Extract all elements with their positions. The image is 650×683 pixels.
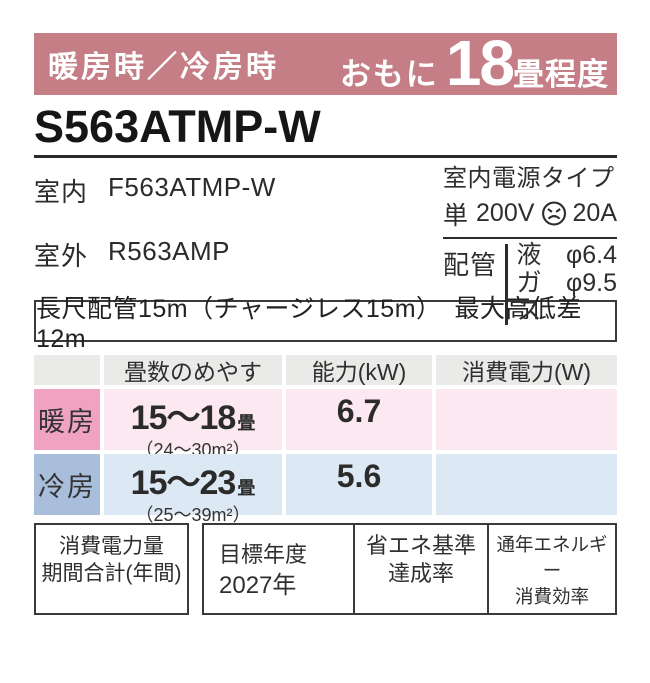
annual-consumption-line2: 期間合計(年間) [41,562,182,586]
indoor-unit-label: 室内 [34,177,89,207]
row-label-heating: 暖房 [34,389,100,450]
heating-tatami-unit: 畳 [237,413,256,433]
banner-room-size: おもに 18 畳程度 [339,26,617,99]
energy-standard-line2: 達成率 [387,561,454,587]
header-cell-tatami: 畳数のめやす [104,355,282,385]
piping-gas-name: ガス [516,268,542,325]
heating-tatami-line: 15～18 畳 [131,390,256,439]
outdoor-unit-row: 室外 R563AMP [34,236,230,273]
header-cell-power: 消費電力(W) [436,355,617,385]
header-cell-empty [34,355,100,385]
piping-liquid-dia: φ6.4 [566,240,617,269]
piping-row-liquid: 液 φ6.4 [517,241,617,269]
cooling-power-cell [436,454,617,515]
piping-gas-dia: φ9.5 [566,268,617,297]
banner-size-number: 18 [445,26,515,99]
apf-section: 通年エネルギー 消費効率 [487,525,615,613]
piping-vertical-divider [505,243,508,325]
piping-rows: 液 φ6.4 ガス φ9.5 [517,241,617,325]
annual-consumption-line1: 消費電力量 [59,535,164,558]
target-year-label: 目標年度 [219,542,308,567]
outlet-200v-icon [542,201,567,226]
target-year-section: 目標年度 2027年 [204,525,353,613]
power-type-title: 室内電源タイプ [443,165,615,192]
power-piping-divider [443,236,617,239]
apf-line2: 消費効率 [514,585,589,607]
cooling-tatami-line: 15～23 畳 [131,455,256,504]
cooling-capacity: 5.6 [336,458,382,494]
long-piping-note: 長尺配管15m（チャージレス15m） 最大高低差12m [34,295,617,353]
heating-capacity-cell: 6.7 [286,389,432,450]
row-label-cooling: 冷房 [34,454,100,515]
unit-power-section: 室内 F563ATMP-W 室外 R563AMP 室内電源タイプ 単 200V … [34,158,617,325]
banner: 暖房時／冷房時 おもに 18 畳程度 [34,26,617,99]
cooling-tatami-unit: 畳 [237,478,256,498]
heating-tatami-range: 15～18 [130,399,237,437]
piping-row-gas: ガス φ9.5 [517,269,617,325]
energy-standard-rate-section: 省エネ基準 達成率 [353,525,487,613]
cooling-tatami-range: 15～23 [130,464,237,502]
heating-capacity: 6.7 [336,393,382,429]
model-name: S563ATMP-W [34,101,321,152]
cooling-area: （25～39m²） [135,505,251,525]
cooling-tatami-cell: 15～23 畳 （25～39m²） [104,454,282,525]
banner-mode-label: 暖房時／冷房時 [48,51,279,84]
power-spec-row: 単 200V 20A [443,196,617,232]
piping-liquid-name: 液 [516,240,542,269]
energy-info-section: 消費電力量 期間合計(年間) 目標年度 2027年 省エネ基準 達成率 通年エネ… [34,523,617,615]
apf-line1: 通年エネルギー [496,534,608,581]
aircon-spec-sheet: 暖房時／冷房時 おもに 18 畳程度 S563ATMP-W 室内 F563ATM… [34,26,617,615]
banner-size-suffix: 畳程度 [513,56,609,92]
power-amperage: 20A [572,199,617,228]
cooling-capacity-cell: 5.6 [286,454,432,515]
power-voltage: 200V [476,199,535,228]
heating-power-cell [436,389,617,450]
piping-label: 配管 [443,249,498,280]
banner-size-prefix: おもに [339,56,439,92]
power-phase: 単 [443,201,469,230]
energy-standard-box: 目標年度 2027年 省エネ基準 達成率 通年エネルギー 消費効率 [202,523,617,615]
outdoor-unit-model: R563AMP [108,236,231,266]
spec-table: 畳数のめやす 能力(kW) 消費電力(W) 暖房 15～18 畳 （24～30m… [34,355,617,525]
outdoor-unit-label: 室外 [34,241,89,271]
indoor-unit-model: F563ATMP-W [108,172,276,202]
power-piping-column: 室内電源タイプ 単 200V 20A 配管 液 φ [443,165,617,325]
model-underline [34,155,617,158]
indoor-unit-row: 室内 F563ATMP-W [34,172,276,209]
annual-consumption-box: 消費電力量 期間合計(年間) [34,523,189,615]
energy-standard-line1: 省エネ基準 [365,533,476,558]
header-cell-capacity: 能力(kW) [286,355,432,385]
piping-block: 配管 液 φ6.4 ガス φ9.5 [443,241,617,325]
target-year-value: 2027年 [219,571,297,599]
heating-tatami-cell: 15～18 畳 （24～30m²） [104,389,282,460]
